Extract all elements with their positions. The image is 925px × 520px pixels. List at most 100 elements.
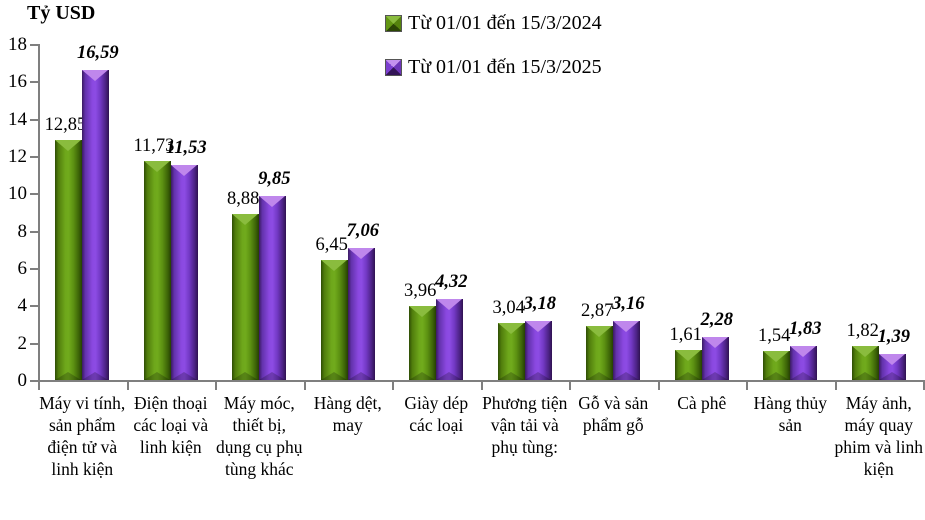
y-axis-tick — [30, 342, 38, 345]
y-axis-tick — [30, 156, 38, 158]
bar-bottom-bevel — [497, 371, 524, 380]
category-label: Máy móc, thiết bị, dụng cụ phụ tùng khác — [215, 393, 303, 479]
bar-2025-7 — [613, 321, 641, 380]
y-axis-tick-label: 10 — [8, 183, 27, 205]
bar-bottom-bevel — [586, 371, 613, 380]
bar-2025-8 — [701, 337, 729, 380]
y-axis-tick-label: 4 — [17, 295, 28, 317]
bar-2024-6 — [497, 323, 525, 380]
legend-marker-2024-icon — [385, 15, 402, 32]
value-label-2025: 11,53 — [165, 137, 207, 158]
y-axis — [38, 44, 40, 382]
bar-2025-5 — [436, 299, 464, 380]
value-label-2025: 2,28 — [700, 310, 734, 331]
y-axis-tick-label: 2 — [17, 332, 28, 354]
y-axis-tick — [30, 44, 38, 46]
bar-top-bevel — [436, 299, 463, 311]
bar-2025-4 — [347, 248, 375, 380]
bar-top-bevel — [701, 337, 728, 349]
legend-marker-2025-icon — [385, 59, 402, 76]
category-label: Phương tiện vận tải và phụ tùng: — [482, 393, 568, 457]
category-label: Giày dép các loại — [404, 393, 469, 435]
bar-top-bevel — [586, 326, 613, 338]
y-axis-tick-label: 0 — [17, 370, 28, 391]
value-label-2025: 7,06 — [346, 221, 380, 242]
y-axis-tick-label: 6 — [17, 258, 28, 279]
x-axis-tick — [126, 382, 129, 390]
bar-2024-1 — [55, 140, 83, 380]
x-axis-tick — [480, 382, 483, 390]
value-label-2025: 3,18 — [523, 293, 557, 314]
bar-2024-9 — [763, 351, 791, 380]
value-label-2024: 1,82 — [846, 321, 879, 342]
value-label-2025: 9,85 — [258, 169, 291, 190]
bar-top-bevel — [497, 323, 524, 335]
bar-bottom-bevel — [409, 371, 436, 380]
bar-top-bevel — [82, 70, 109, 82]
bar-bottom-bevel — [524, 371, 551, 380]
value-label-2024: 2,87 — [580, 301, 614, 322]
y-axis-tick — [30, 268, 38, 270]
value-label-2024: 1,61 — [669, 324, 702, 345]
bar-bottom-bevel — [878, 371, 905, 380]
category-label: Máy vi tính, sản phẩm điện tử và linh ki… — [39, 393, 126, 479]
value-label-2025: 1,39 — [877, 327, 911, 348]
bar-top-bevel — [143, 161, 170, 173]
x-axis-tick — [38, 382, 40, 390]
bar-top-bevel — [259, 196, 286, 208]
x-axis-tick — [215, 382, 217, 390]
category-label: Cà phê — [677, 393, 727, 413]
bar-2024-10 — [851, 346, 879, 380]
value-label-2025: 4,32 — [435, 272, 468, 293]
x-axis-tick — [746, 382, 748, 390]
y-axis-tick — [30, 380, 38, 382]
bar-top-bevel — [170, 164, 197, 176]
y-axis-title: Tỷ USD — [27, 2, 96, 24]
bar-2025-6 — [524, 320, 552, 380]
bar-bottom-bevel — [851, 371, 878, 380]
bar-top-bevel — [232, 214, 259, 226]
y-axis-tick — [30, 305, 38, 308]
x-axis-tick — [923, 382, 925, 390]
bar-top-bevel — [878, 354, 905, 366]
y-axis-tick-label: 14 — [8, 108, 27, 130]
bar-bottom-bevel — [763, 371, 790, 380]
x-axis — [38, 380, 925, 382]
legend-item-2024: Từ 01/01 đến 15/3/2024 — [385, 12, 602, 35]
bar-bottom-bevel — [82, 371, 109, 380]
bar-2025-9 — [790, 345, 818, 380]
category-label: Máy ảnh, máy quay phim và linh kiện — [834, 393, 923, 479]
bar-bottom-bevel — [674, 371, 701, 380]
bar-bottom-bevel — [613, 371, 640, 380]
bar-top-bevel — [320, 259, 347, 271]
value-label-2024: 3,96 — [403, 281, 437, 302]
legend: Từ 01/01 đến 15/3/2024 Từ 01/01 đến 15/3… — [385, 12, 602, 100]
bar-bottom-bevel — [701, 371, 728, 380]
y-axis-tick-label: 8 — [17, 220, 28, 242]
category-label: Gỗ và sản phẩm gỗ — [578, 393, 649, 435]
bar-2024-3 — [232, 214, 260, 380]
x-axis-tick — [834, 382, 837, 390]
bar-2024-2 — [143, 161, 171, 380]
value-label-2024: 3,04 — [492, 298, 525, 319]
value-label-2025: 16,59 — [77, 43, 119, 64]
bar-top-bevel — [409, 306, 436, 318]
legend-label-2024: Từ 01/01 đến 15/3/2024 — [408, 12, 602, 34]
y-axis-tick — [30, 81, 38, 84]
bar-bottom-bevel — [143, 371, 170, 380]
y-axis-tick — [30, 118, 38, 121]
x-axis-tick — [392, 382, 394, 390]
value-label-2024: 6,45 — [315, 234, 348, 255]
bar-2024-4 — [320, 259, 348, 380]
bar-top-bevel — [763, 351, 790, 363]
bar-2024-5 — [409, 306, 437, 380]
bar-top-bevel — [790, 345, 817, 357]
y-axis-tick — [30, 193, 38, 196]
bar-bottom-bevel — [436, 371, 463, 380]
x-axis-tick — [303, 382, 306, 390]
bar-bottom-bevel — [320, 371, 347, 380]
bar-2025-3 — [259, 196, 287, 380]
bar-bottom-bevel — [347, 371, 374, 380]
value-label-2024: 8,88 — [226, 189, 260, 210]
